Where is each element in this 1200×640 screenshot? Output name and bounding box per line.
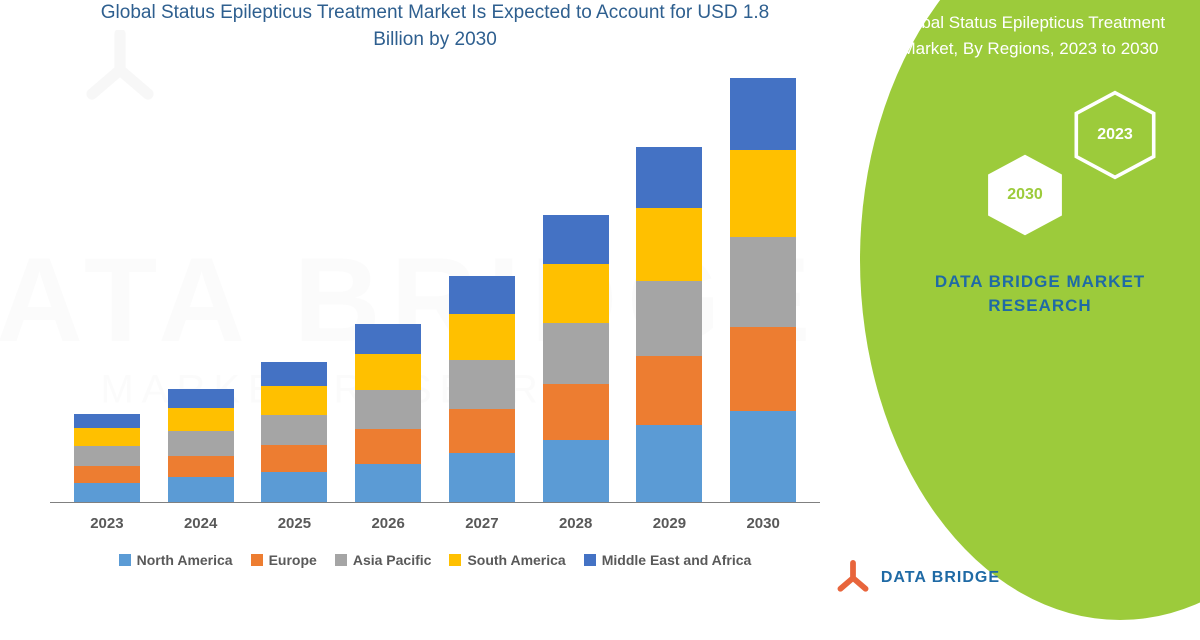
bar-seg-middle-east-and-africa	[74, 414, 140, 428]
bar-seg-middle-east-and-africa	[449, 276, 515, 314]
right-panel: Global Status Epilepticus Treatment Mark…	[840, 0, 1200, 640]
legend-item: South America	[449, 552, 565, 568]
legend-label: Europe	[269, 552, 317, 568]
bar-seg-north-america	[168, 477, 234, 502]
legend-swatch	[251, 554, 263, 566]
bar-seg-asia-pacific	[449, 360, 515, 408]
legend-label: North America	[137, 552, 233, 568]
legend-label: Middle East and Africa	[602, 552, 752, 568]
bar-seg-south-america	[355, 354, 421, 391]
x-label: 2027	[449, 515, 515, 532]
chart-plot	[50, 73, 820, 503]
logo-mark-icon	[835, 560, 871, 596]
chart-area: Global Status Epilepticus Treatment Mark…	[50, 0, 820, 580]
bar-seg-middle-east-and-africa	[730, 78, 796, 150]
bar-2029	[636, 147, 702, 502]
x-label: 2029	[636, 515, 702, 532]
bar-2023	[74, 414, 140, 502]
bar-seg-europe	[261, 445, 327, 472]
bar-seg-middle-east-and-africa	[168, 389, 234, 407]
bar-2024	[168, 389, 234, 502]
logo-text: DATA BRIDGE	[881, 569, 1000, 587]
bar-seg-asia-pacific	[261, 415, 327, 445]
brand-text: DATA BRIDGE MARKET RESEARCH	[920, 270, 1160, 318]
bar-seg-europe	[355, 429, 421, 463]
legend-item: North America	[119, 552, 233, 568]
bar-seg-middle-east-and-africa	[355, 324, 421, 354]
bar-seg-north-america	[74, 483, 140, 502]
legend-swatch	[335, 554, 347, 566]
bar-seg-south-america	[261, 386, 327, 415]
panel-title: Global Status Epilepticus Treatment Mark…	[880, 10, 1180, 61]
bar-seg-north-america	[636, 425, 702, 502]
legend-swatch	[584, 554, 596, 566]
legend-swatch	[119, 554, 131, 566]
x-axis-labels: 2023 2024 2025 2026 2027 2028 2029 2030	[50, 503, 820, 532]
bottom-logo: DATA BRIDGE	[835, 560, 1000, 596]
bar-seg-south-america	[449, 314, 515, 360]
hex-badge-2030: 2030	[980, 150, 1070, 240]
bar-2030	[730, 78, 796, 503]
bar-2028	[543, 215, 609, 502]
bar-seg-asia-pacific	[74, 446, 140, 465]
bar-seg-europe	[543, 384, 609, 440]
legend-item: Middle East and Africa	[584, 552, 752, 568]
bar-seg-europe	[168, 456, 234, 478]
bar-seg-north-america	[261, 472, 327, 502]
bar-seg-asia-pacific	[355, 390, 421, 429]
legend-swatch	[449, 554, 461, 566]
bar-seg-asia-pacific	[168, 431, 234, 456]
legend-label: South America	[467, 552, 565, 568]
bar-seg-north-america	[730, 411, 796, 502]
x-label: 2030	[730, 515, 796, 532]
bar-2027	[449, 276, 515, 502]
x-label: 2026	[355, 515, 421, 532]
bar-seg-asia-pacific	[636, 281, 702, 356]
bar-seg-south-america	[730, 150, 796, 237]
bar-seg-europe	[636, 356, 702, 425]
x-label: 2028	[543, 515, 609, 532]
x-label: 2025	[261, 515, 327, 532]
hex-badge-2023: 2023	[1070, 90, 1160, 180]
bar-seg-north-america	[355, 464, 421, 503]
chart-legend: North America Europe Asia Pacific South Ame…	[50, 552, 820, 568]
bar-seg-middle-east-and-africa	[543, 215, 609, 263]
bar-seg-north-america	[449, 453, 515, 502]
bar-seg-europe	[449, 409, 515, 453]
bar-2026	[355, 324, 421, 502]
chart-title: Global Status Epilepticus Treatment Mark…	[50, 0, 820, 73]
bar-seg-middle-east-and-africa	[261, 362, 327, 386]
legend-item: Europe	[251, 552, 317, 568]
legend-label: Asia Pacific	[353, 552, 432, 568]
bar-seg-south-america	[636, 208, 702, 281]
bar-seg-south-america	[543, 264, 609, 323]
bar-2025	[261, 362, 327, 502]
bar-seg-south-america	[74, 428, 140, 446]
bar-seg-europe	[730, 327, 796, 411]
legend-item: Asia Pacific	[335, 552, 432, 568]
bar-seg-asia-pacific	[543, 323, 609, 384]
bar-seg-europe	[74, 466, 140, 483]
x-label: 2023	[74, 515, 140, 532]
bar-seg-middle-east-and-africa	[636, 147, 702, 207]
bar-seg-asia-pacific	[730, 237, 796, 327]
bar-seg-south-america	[168, 408, 234, 432]
bar-seg-north-america	[543, 440, 609, 502]
x-label: 2024	[168, 515, 234, 532]
